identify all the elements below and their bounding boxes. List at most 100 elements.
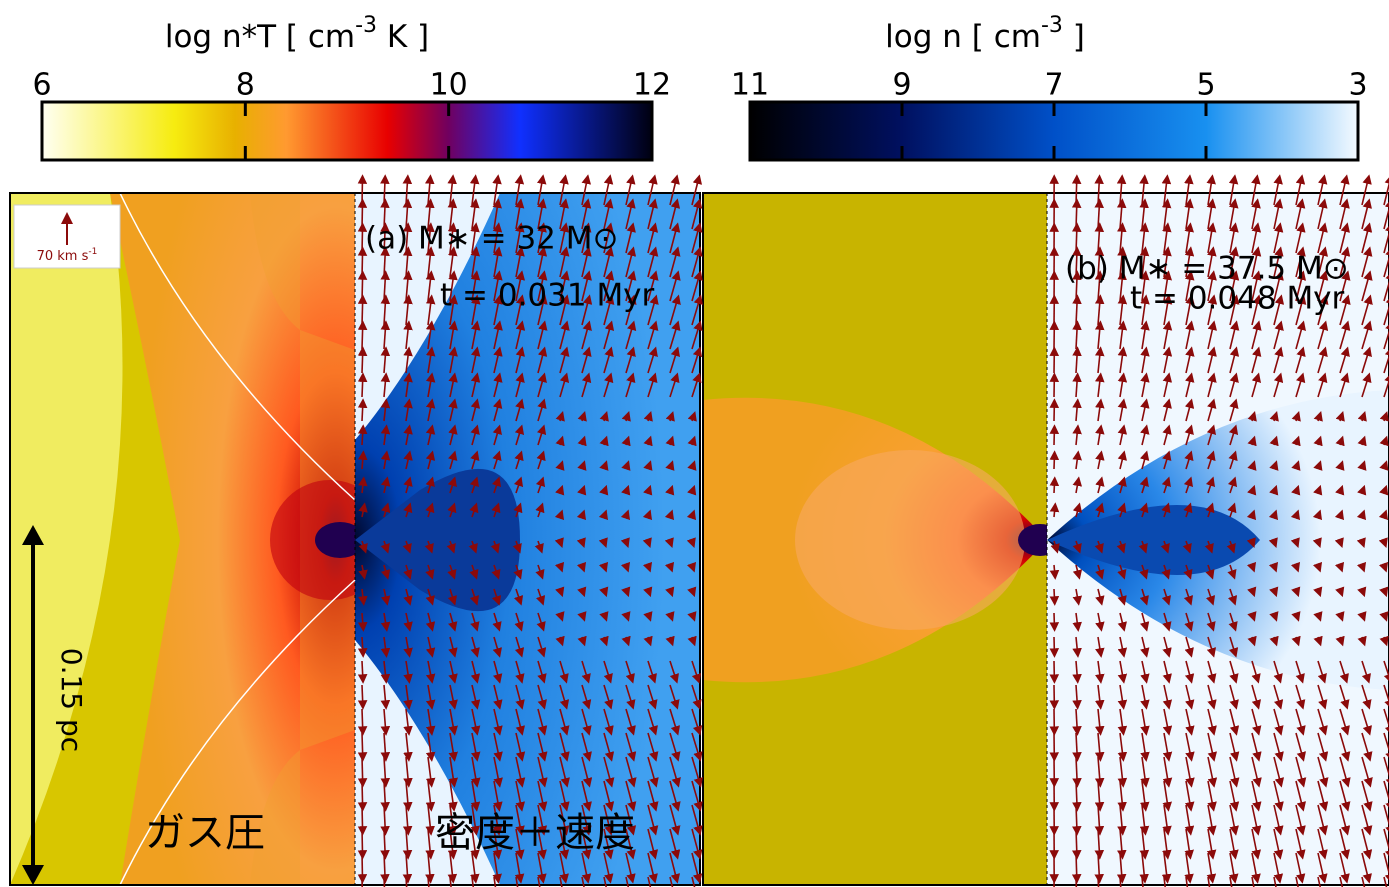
velocity-arrow	[362, 805, 363, 831]
velocity-arrow	[362, 227, 363, 253]
label-tail: K ]	[377, 19, 429, 55]
velocity-arrow	[560, 514, 561, 517]
velocity-arrow	[1274, 541, 1275, 543]
tick-label: 5	[1196, 68, 1215, 103]
velocity-arrow	[1296, 514, 1297, 517]
velocity-arrow	[362, 455, 363, 469]
colorbar	[42, 102, 652, 160]
velocity-arrow	[582, 541, 583, 543]
velocity-arrow	[362, 733, 363, 757]
tick-label: 8	[236, 68, 255, 103]
velocity-arrow	[670, 565, 671, 568]
velocity-arrow	[362, 613, 363, 627]
velocity-arrow	[1076, 877, 1077, 887]
velocity-arrow	[648, 514, 649, 517]
velocity-arrow	[1318, 541, 1319, 543]
velocity-arrow	[1076, 829, 1077, 855]
velocity-arrow	[1362, 514, 1363, 517]
velocity-arrow	[1054, 589, 1055, 601]
velocity-arrow	[1252, 514, 1253, 517]
velocity-arrow	[362, 685, 363, 705]
velocity-arrow	[1054, 565, 1055, 575]
tick-label: 11	[731, 68, 769, 103]
velocity-arrow	[362, 275, 363, 301]
velocity-arrow	[1076, 853, 1077, 879]
velocity-arrow	[670, 514, 671, 517]
colorbar-label: log n [ cm-3 ]	[885, 13, 1085, 55]
right-label: 密度＋速度	[435, 810, 635, 856]
velocity-arrow	[626, 541, 627, 543]
velocity-arrow	[582, 514, 583, 517]
figure: log n*T [ cm-3 K ] log n [ cm-3 ] (a) M∗…	[0, 0, 1389, 887]
panel-label: (a) M∗ = 32 M⊙	[365, 221, 618, 257]
tick-label: 12	[633, 68, 671, 103]
velocity-arrow	[1384, 565, 1385, 568]
velocity-arrow	[362, 637, 363, 653]
velocity-arrow	[1076, 227, 1077, 253]
velocity-arrow	[362, 403, 363, 421]
velocity-arrow	[1252, 565, 1253, 568]
velocity-arrow	[1318, 514, 1319, 517]
tick-label: 3	[1348, 68, 1367, 103]
velocity-arrow	[560, 541, 561, 543]
tick-label: 9	[892, 68, 911, 103]
velocity-arrow	[362, 377, 363, 397]
velocity-arrow	[1076, 781, 1077, 807]
velocity-arrow	[1076, 805, 1077, 831]
key-sup: -1	[88, 247, 97, 257]
velocity-arrow	[560, 565, 561, 568]
velocity-arrow	[1384, 514, 1385, 517]
velocity-arrow	[1296, 541, 1297, 543]
label-sup: -3	[1041, 13, 1063, 38]
velocity-arrow	[1340, 541, 1341, 543]
label-sup: -3	[355, 13, 377, 38]
left-label: ガス圧	[145, 810, 265, 856]
tick-label: 6	[32, 68, 51, 103]
velocity-key: 70 km s-1	[37, 247, 98, 264]
velocity-arrow	[582, 565, 583, 568]
velocity-arrow	[692, 514, 693, 517]
panel-time: t = 0.048 Myr	[1130, 281, 1345, 317]
label-tail: ]	[1063, 19, 1085, 55]
velocity-arrow	[1274, 514, 1275, 517]
velocity-arrow	[362, 299, 363, 325]
velocity-arrow	[362, 251, 363, 277]
velocity-arrow	[1296, 565, 1297, 568]
velocity-arrow	[1340, 565, 1341, 568]
velocity-arrow	[692, 541, 693, 543]
velocity-arrow	[362, 781, 363, 807]
velocity-arrow	[648, 565, 649, 568]
velocity-arrow	[362, 757, 363, 783]
colorbar-label: log n*T [ cm-3 K ]	[165, 13, 429, 55]
key-text: 70 km s	[37, 249, 89, 264]
velocity-arrow	[1362, 565, 1363, 568]
velocity-arrow	[1362, 541, 1363, 543]
velocity-arrow	[604, 514, 605, 517]
tick-label: 10	[430, 68, 468, 103]
velocity-arrow	[1384, 541, 1385, 543]
velocity-arrow	[384, 179, 385, 205]
panel-time: t = 0.031 Myr	[440, 278, 655, 314]
velocity-arrow	[362, 351, 363, 373]
label-text: log n [ cm	[885, 19, 1041, 55]
velocity-arrow	[384, 853, 385, 879]
velocity-arrow	[604, 565, 605, 568]
velocity-arrow	[1318, 565, 1319, 568]
velocity-arrow	[362, 709, 363, 731]
velocity-arrow	[670, 541, 671, 543]
velocity-arrow	[362, 325, 363, 349]
velocity-arrow	[604, 541, 605, 543]
velocity-arrow	[626, 514, 627, 517]
velocity-arrow	[692, 565, 693, 568]
velocity-arrow	[1274, 565, 1275, 568]
velocity-arrow	[1340, 514, 1341, 517]
velocity-arrow	[1054, 481, 1055, 493]
tick-label: 7	[1044, 68, 1063, 103]
velocity-arrow	[362, 829, 363, 855]
velocity-arrow	[362, 429, 363, 445]
velocity-arrow	[626, 565, 627, 568]
scale-label: 0.15 pc	[55, 648, 88, 752]
velocity-arrow	[1054, 507, 1055, 517]
velocity-arrow	[1076, 179, 1077, 205]
velocity-arrow	[1076, 203, 1077, 229]
